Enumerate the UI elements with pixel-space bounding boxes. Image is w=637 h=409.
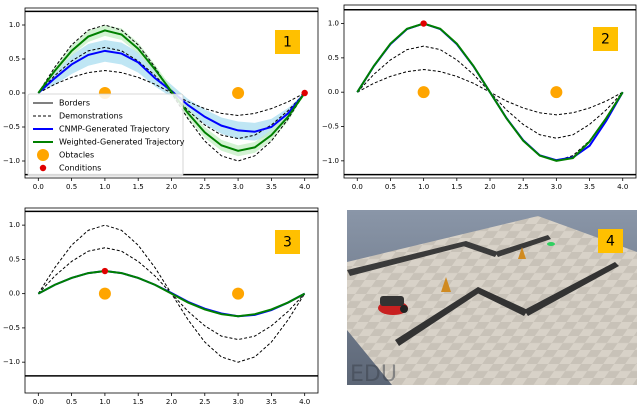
x-tick-label: 0.5 bbox=[66, 183, 77, 191]
obstacle bbox=[99, 288, 111, 300]
trajectory bbox=[38, 271, 304, 316]
y-tick-label: 1.0 bbox=[9, 21, 20, 29]
chart-panel: 0.0 0.5 1.0 1.5 2.0 2.5 3.0 3.5 4.0 −1.0 −0.5 0.0 0.… bbox=[3, 8, 318, 191]
chart-panel: 0.0 0.5 1.0 1.5 2.0 2.5 3.0 3.5 4.0 −1.0 −0.5 0.0 0.… bbox=[3, 208, 318, 405]
panel-label: 3 bbox=[283, 235, 292, 251]
y-tick-label: 0.0 bbox=[328, 88, 339, 96]
y-tick-label: 1.0 bbox=[9, 221, 20, 229]
x-tick-label: 1.0 bbox=[418, 183, 429, 191]
x-tick-label: 2.0 bbox=[166, 183, 177, 191]
y-tick-label: 0.5 bbox=[328, 54, 339, 62]
x-tick-label: 0.0 bbox=[33, 183, 44, 191]
y-tick-label: −0.5 bbox=[322, 123, 339, 131]
chart-panel: 0.0 0.5 1.0 1.5 2.0 2.5 3.0 3.5 4.0 −1.0 −0.5 0.0 0.… bbox=[322, 5, 636, 191]
x-tick-label: 4.0 bbox=[617, 183, 628, 191]
y-tick-label: 0.5 bbox=[9, 255, 20, 263]
legend-label: Weighted-Generated Trajectory bbox=[59, 138, 185, 147]
y-tick-label: 0.0 bbox=[9, 290, 20, 298]
legend-label: CNMP-Generated Trajectory bbox=[59, 125, 170, 134]
x-tick-label: 4.0 bbox=[299, 183, 310, 191]
x-tick-label: 4.0 bbox=[299, 398, 310, 405]
x-tick-label: 1.5 bbox=[133, 183, 144, 191]
goal-marker bbox=[547, 242, 555, 246]
y-tick-label: −1.0 bbox=[3, 358, 20, 366]
condition bbox=[102, 268, 108, 274]
legend-marker bbox=[40, 165, 46, 171]
y-tick-label: −1.0 bbox=[322, 157, 339, 165]
condition bbox=[420, 20, 426, 26]
obstacle bbox=[418, 86, 430, 98]
legend-label: Borders bbox=[59, 99, 90, 108]
x-tick-label: 2.5 bbox=[199, 398, 210, 405]
y-tick-label: 1.0 bbox=[328, 20, 339, 28]
y-tick-label: 0.0 bbox=[9, 89, 20, 97]
x-tick-label: 2.5 bbox=[518, 183, 529, 191]
legend-label: Demonstrations bbox=[59, 112, 123, 121]
x-tick-label: 0.5 bbox=[66, 398, 77, 405]
obstacle bbox=[232, 288, 244, 300]
x-tick-label: 3.0 bbox=[551, 183, 562, 191]
trajectory bbox=[357, 24, 622, 161]
y-tick-label: −1.0 bbox=[3, 157, 20, 165]
x-tick-label: 2.0 bbox=[166, 398, 177, 405]
legend-marker bbox=[37, 149, 49, 161]
x-tick-label: 1.0 bbox=[99, 398, 110, 405]
x-tick-label: 3.0 bbox=[233, 398, 244, 405]
panel-label: 4 bbox=[606, 234, 615, 250]
legend-label: Conditions bbox=[59, 164, 101, 173]
x-tick-label: 3.0 bbox=[233, 183, 244, 191]
x-tick-label: 1.0 bbox=[99, 183, 110, 191]
x-tick-label: 3.5 bbox=[266, 183, 277, 191]
plot-frame bbox=[25, 208, 318, 393]
watermark: EDU bbox=[350, 362, 397, 387]
robot-wheel bbox=[400, 305, 408, 313]
x-tick-label: 3.5 bbox=[584, 183, 595, 191]
x-tick-label: 2.5 bbox=[199, 183, 210, 191]
legend-label: Obtacles bbox=[59, 151, 94, 160]
condition bbox=[301, 90, 307, 96]
obstacle bbox=[550, 86, 562, 98]
x-tick-label: 1.5 bbox=[133, 398, 144, 405]
legend-box bbox=[28, 94, 183, 176]
y-tick-label: −0.5 bbox=[3, 324, 20, 332]
y-tick-label: −0.5 bbox=[3, 123, 20, 131]
x-tick-label: 2.0 bbox=[484, 183, 495, 191]
y-tick-label: 0.5 bbox=[9, 55, 20, 63]
x-tick-label: 0.0 bbox=[33, 398, 44, 405]
obstacle bbox=[232, 87, 244, 99]
robot-top bbox=[380, 296, 404, 306]
x-tick-label: 0.0 bbox=[352, 183, 363, 191]
panel-label: 2 bbox=[601, 32, 610, 48]
x-tick-label: 3.5 bbox=[266, 398, 277, 405]
x-tick-label: 0.5 bbox=[385, 183, 396, 191]
panel-label: 1 bbox=[283, 35, 292, 51]
figure: EDU 4 0.0 0.5 1.0 1.5 2.0 2.5 3.0 3.5 4.0 −1.0 −0.… bbox=[0, 0, 637, 405]
scene-image: EDU 4 bbox=[347, 210, 637, 387]
x-tick-label: 1.5 bbox=[451, 183, 462, 191]
